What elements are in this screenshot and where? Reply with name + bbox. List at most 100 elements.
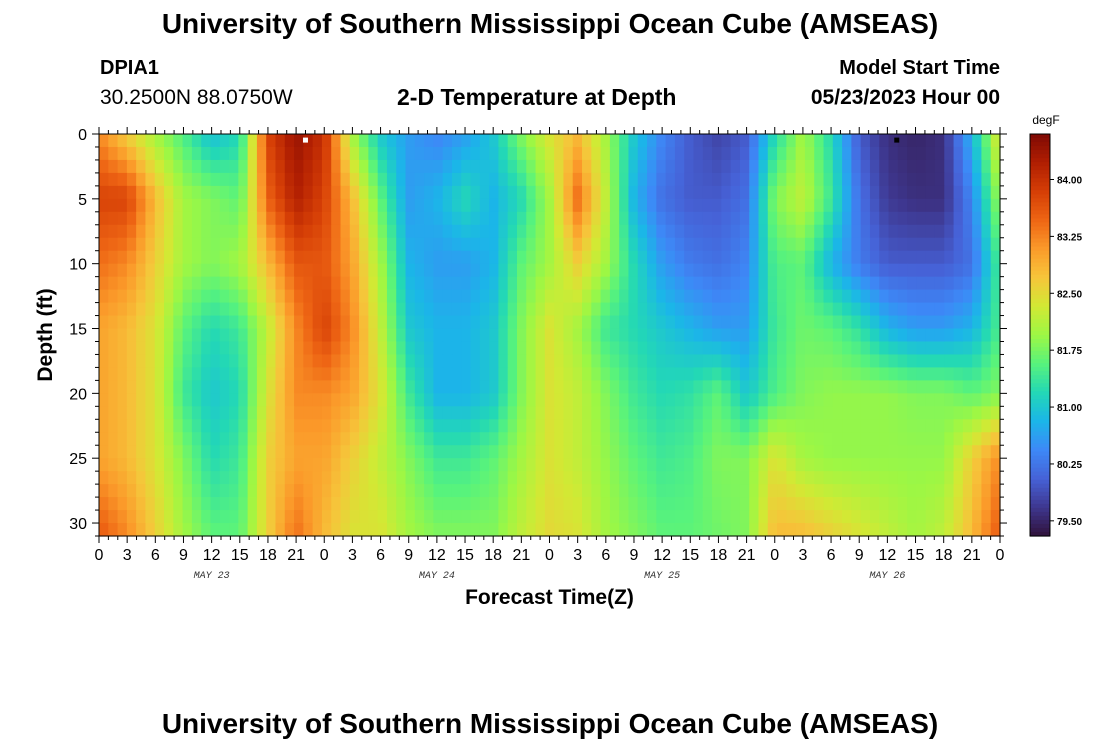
heatmap-cell [368, 419, 379, 433]
heatmap-cell [321, 146, 332, 161]
heatmap-cell [739, 224, 750, 239]
heatmap-cell [321, 211, 332, 226]
heatmap-cell [359, 172, 369, 187]
heatmap-cell [591, 198, 602, 213]
heatmap-cell [470, 341, 481, 356]
heatmap-cell [256, 419, 267, 433]
heatmap-cell [117, 419, 128, 433]
heatmap-cell [331, 471, 342, 485]
heatmap-cell [405, 289, 416, 304]
heatmap-cell [117, 172, 128, 187]
heatmap-cell [544, 458, 555, 472]
heatmap-cell [312, 276, 323, 291]
heatmap-cell [386, 497, 397, 511]
heatmap-cell [256, 315, 267, 330]
heatmap-cell [647, 523, 657, 537]
heatmap-cell [637, 172, 648, 187]
heatmap-cell [981, 185, 992, 200]
heatmap-cell [145, 146, 156, 161]
heatmap-cell [182, 315, 193, 330]
heatmap-cell [684, 198, 695, 213]
heatmap-cell [145, 198, 156, 213]
heatmap-cell [99, 523, 109, 537]
heatmap-cell [953, 159, 964, 174]
heatmap-cell [721, 146, 732, 161]
heatmap-cell [600, 211, 611, 226]
heatmap-cell [888, 406, 899, 420]
heatmap-cell [656, 406, 667, 420]
heatmap-cell [944, 497, 955, 511]
heatmap-cell [247, 302, 258, 317]
heatmap-cell [117, 432, 128, 446]
heatmap-cell [851, 471, 862, 485]
colorbar-step [1030, 451, 1050, 457]
heatmap-cell [470, 315, 481, 330]
heatmap-cell [210, 237, 221, 252]
heatmap-cell [981, 497, 992, 511]
heatmap-cell [851, 484, 862, 498]
heatmap-cell [869, 172, 880, 187]
heatmap-cell [851, 146, 862, 161]
heatmap-cell [907, 367, 917, 381]
heatmap-cell [284, 328, 295, 343]
heatmap-cell [916, 198, 927, 213]
heatmap-cell [544, 380, 555, 394]
heatmap-cell [619, 302, 630, 317]
heatmap-cell [349, 172, 360, 187]
heatmap-cell [154, 510, 165, 524]
colorbar-step [1030, 355, 1050, 360]
heatmap-cell [182, 445, 193, 459]
heatmap-cell [953, 224, 964, 239]
colorbar-step [1030, 174, 1050, 179]
heatmap-cell [990, 237, 1001, 252]
heatmap-cell [712, 146, 722, 161]
heatmap-cell [294, 432, 304, 446]
heatmap-cell [247, 497, 258, 511]
heatmap-cell [572, 432, 583, 446]
heatmap-cell [934, 328, 945, 343]
colorbar-step [1030, 326, 1050, 332]
colorbar-step [1030, 242, 1050, 248]
heatmap-cell [656, 289, 667, 304]
heatmap-cell [972, 172, 983, 187]
heatmap-cell [191, 315, 202, 330]
heatmap-cell [229, 276, 239, 291]
heatmap-cell [693, 419, 704, 433]
heatmap-cell [312, 406, 323, 420]
heatmap-cell [442, 172, 453, 187]
heatmap-cell [674, 497, 685, 511]
heatmap-cell [451, 237, 462, 252]
heatmap-cell [628, 185, 639, 200]
heatmap-cell [953, 367, 964, 381]
heatmap-cell [164, 237, 174, 252]
heatmap-cell [349, 406, 360, 420]
heatmap-cell [953, 471, 964, 485]
heatmap-cell [823, 367, 834, 381]
heatmap-cell [554, 432, 565, 446]
heatmap-cell [702, 510, 713, 524]
heatmap-cell [256, 250, 267, 265]
heatmap-cell [266, 484, 277, 498]
heatmap-cell [470, 432, 481, 446]
heatmap-cell [294, 134, 304, 148]
heatmap-cell [516, 354, 527, 369]
heatmap-cell [359, 224, 369, 239]
heatmap-cell [126, 419, 137, 433]
heatmap-cell [201, 263, 212, 278]
heatmap-cell [182, 224, 193, 239]
heatmap-cell [832, 289, 843, 304]
heatmap-cell [674, 250, 685, 265]
heatmap-cell [442, 419, 453, 433]
heatmap-cell [526, 419, 537, 433]
heatmap-cell [823, 484, 834, 498]
heatmap-cell [730, 237, 741, 252]
heatmap-cell [173, 276, 184, 291]
heatmap-cell [591, 289, 602, 304]
heatmap-cell [749, 432, 760, 446]
heatmap-cell [247, 406, 258, 420]
heatmap-cell [99, 134, 109, 148]
heatmap-cell [461, 159, 472, 174]
heatmap-cell [470, 289, 481, 304]
heatmap-cell [201, 367, 212, 381]
heatmap-cell [461, 497, 472, 511]
